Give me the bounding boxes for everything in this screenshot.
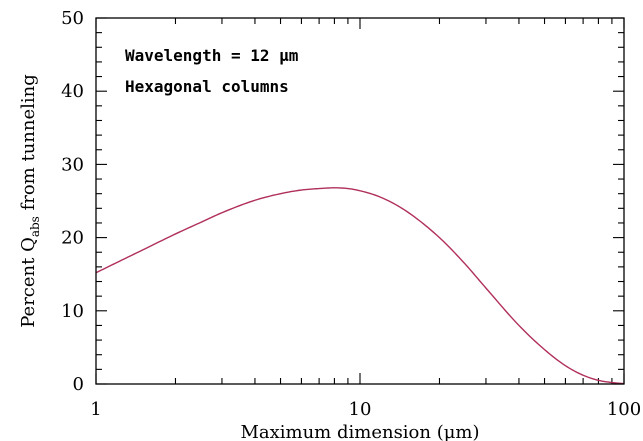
data-line: [95, 187, 625, 385]
x-tick-label: 10: [349, 399, 372, 420]
annotation-wavelength: Wavelength = 12 μm: [125, 46, 299, 65]
plot-frame: [95, 17, 625, 385]
ticks-layer: [95, 17, 625, 385]
y-tick-label: 10: [61, 301, 84, 322]
y-tick-label: 0: [73, 374, 84, 395]
x-tick-label: 100: [607, 399, 641, 420]
y-tick-label: 40: [61, 81, 84, 102]
tick-labels-layer: 0 10 20 30 40 50 1 10 100: [61, 8, 641, 420]
y-axis-label-prefix: Percent Q: [18, 237, 39, 328]
x-tick-label: 1: [90, 399, 101, 420]
y-axis-label-suffix: from tunneling: [18, 74, 39, 216]
y-tick-label: 50: [61, 8, 84, 29]
annotation-particle-shape: Hexagonal columns: [125, 77, 289, 96]
y-axis-label-subscript: abs: [28, 216, 42, 237]
y-tick-label: 20: [61, 228, 84, 249]
y-axis-label: Percent Qabs from tunneling: [18, 74, 42, 328]
y-tick-label: 30: [61, 154, 84, 175]
x-axis-label: Maximum dimension (μm): [240, 422, 479, 441]
